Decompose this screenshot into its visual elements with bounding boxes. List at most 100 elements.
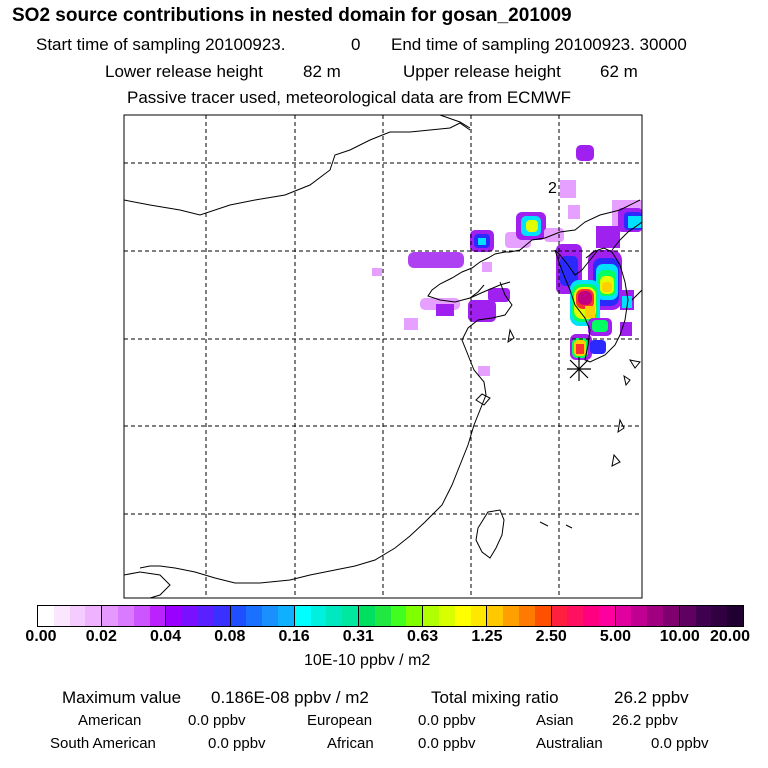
map-panel: 2 bbox=[123, 114, 643, 599]
colorbar-swatch bbox=[518, 606, 535, 626]
lower-release-value: 82 m bbox=[303, 62, 341, 81]
colorbar-tick-label: 1.25 bbox=[471, 628, 503, 645]
colorbar-swatch bbox=[182, 606, 198, 626]
colorbar-swatch bbox=[614, 606, 632, 626]
colorbar-swatch bbox=[342, 606, 358, 626]
total-mixing-value: 26.2 ppbv bbox=[614, 688, 689, 707]
colorbar-tick-label: 10.00 bbox=[659, 628, 700, 645]
region-value: 0.0 ppbv bbox=[418, 735, 476, 752]
colorbar-swatch bbox=[101, 606, 118, 626]
region-name: Australian bbox=[536, 735, 603, 752]
colorbar bbox=[37, 605, 744, 627]
colorbar-swatch bbox=[663, 606, 679, 626]
colorbar-swatch bbox=[406, 606, 423, 626]
plume-patch bbox=[468, 300, 496, 322]
region-name: African bbox=[327, 735, 374, 752]
start-time-value: 0 bbox=[351, 35, 361, 54]
colorbar-swatch bbox=[678, 606, 696, 626]
grid-label: 2 bbox=[548, 180, 557, 197]
plume-patch bbox=[622, 296, 632, 308]
plume-patch bbox=[628, 216, 642, 228]
plume-patch bbox=[578, 291, 592, 305]
colorbar-swatch bbox=[711, 606, 728, 626]
map-border bbox=[123, 114, 643, 599]
max-value: 0.186E-08 ppbv / m2 bbox=[211, 688, 369, 707]
colorbar-swatch bbox=[149, 606, 166, 626]
colorbar-tick-label: 5.00 bbox=[599, 628, 632, 645]
colorbar-swatch bbox=[293, 606, 311, 626]
region-value: 26.2 ppbv bbox=[612, 712, 678, 729]
colorbar-tick-label: 0.31 bbox=[342, 628, 374, 645]
colorbar-tick-label: 0.02 bbox=[85, 628, 117, 645]
receptor-site-icon bbox=[567, 357, 591, 381]
start-time-label: Start time of sampling 20100923. bbox=[36, 35, 286, 54]
plume-patch bbox=[478, 238, 486, 245]
colorbar-swatch bbox=[550, 606, 568, 626]
colorbar-swatch bbox=[357, 606, 375, 626]
plume-patch bbox=[404, 318, 418, 330]
region-value: 0.0 ppbv bbox=[651, 735, 709, 752]
region-name: European bbox=[307, 712, 373, 729]
coastlines bbox=[124, 115, 642, 598]
colorbar-tick-label: 0.63 bbox=[407, 628, 439, 645]
colorbar-swatch bbox=[85, 606, 102, 626]
lower-release-label: Lower release height bbox=[105, 62, 263, 81]
colorbar-swatch bbox=[454, 606, 471, 626]
plume-patch bbox=[478, 366, 490, 376]
colorbar-swatch bbox=[310, 606, 327, 626]
plume-patch bbox=[526, 220, 538, 232]
colorbar-swatch bbox=[695, 606, 712, 626]
upper-release-value: 62 m bbox=[600, 62, 638, 81]
colorbar-swatch bbox=[631, 606, 648, 626]
colorbar-tick-label: 0.08 bbox=[214, 628, 246, 645]
plume-patch bbox=[560, 256, 578, 286]
plume-patch bbox=[560, 180, 576, 198]
tracer-note: Passive tracer used, meteorological data… bbox=[127, 88, 572, 107]
plume-patch bbox=[590, 340, 606, 354]
colorbar-swatch bbox=[647, 606, 664, 626]
colorbar-swatch bbox=[38, 606, 54, 626]
total-mixing-label: Total mixing ratio bbox=[431, 688, 559, 707]
colorbar-swatch bbox=[69, 606, 86, 626]
colorbar-swatch bbox=[486, 606, 504, 626]
colorbar-swatch bbox=[326, 606, 343, 626]
plume-patch bbox=[592, 320, 608, 332]
colorbar-tick-label: 20.00 bbox=[709, 628, 751, 645]
colorbar-swatch bbox=[598, 606, 615, 626]
region-name: South American bbox=[50, 735, 156, 752]
plume-patch bbox=[568, 205, 580, 219]
colorbar-swatch bbox=[262, 606, 278, 626]
colorbar-swatch bbox=[53, 606, 70, 626]
plume-patch bbox=[576, 145, 594, 161]
lat-lon-grid bbox=[124, 115, 642, 598]
colorbar-swatch bbox=[374, 606, 391, 626]
colorbar-swatch bbox=[246, 606, 263, 626]
plume-patch bbox=[408, 252, 464, 268]
plume-patch bbox=[482, 262, 492, 272]
region-name: Asian bbox=[536, 712, 574, 729]
region-value: 0.0 ppbv bbox=[188, 712, 246, 729]
colorbar-swatch bbox=[197, 606, 214, 626]
colorbar-swatch bbox=[583, 606, 599, 626]
colorbar-swatch bbox=[438, 606, 455, 626]
colorbar-units: 10E-10 ppbv / m2 bbox=[304, 652, 431, 669]
colorbar-tick-label: 2.50 bbox=[535, 628, 567, 645]
plume-patch bbox=[488, 288, 510, 302]
plume-patch bbox=[576, 344, 584, 354]
upper-release-label: Upper release height bbox=[403, 62, 561, 81]
plume-patch bbox=[585, 306, 595, 318]
plume-patch bbox=[602, 282, 612, 292]
plume-patch bbox=[436, 304, 454, 316]
colorbar-swatch bbox=[133, 606, 150, 626]
colorbar-swatch bbox=[567, 606, 584, 626]
colorbar-swatch bbox=[470, 606, 487, 626]
colorbar-swatch bbox=[534, 606, 551, 626]
region-value: 0.0 ppbv bbox=[208, 735, 266, 752]
colorbar-swatch bbox=[503, 606, 519, 626]
colorbar-tick-label: 0.16 bbox=[278, 628, 310, 645]
colorbar-swatch bbox=[422, 606, 439, 626]
colorbar-swatch bbox=[213, 606, 230, 626]
region-name: American bbox=[78, 712, 142, 729]
colorbar-swatch bbox=[727, 606, 744, 626]
colorbar-tick-label: 0.00 bbox=[25, 628, 57, 645]
